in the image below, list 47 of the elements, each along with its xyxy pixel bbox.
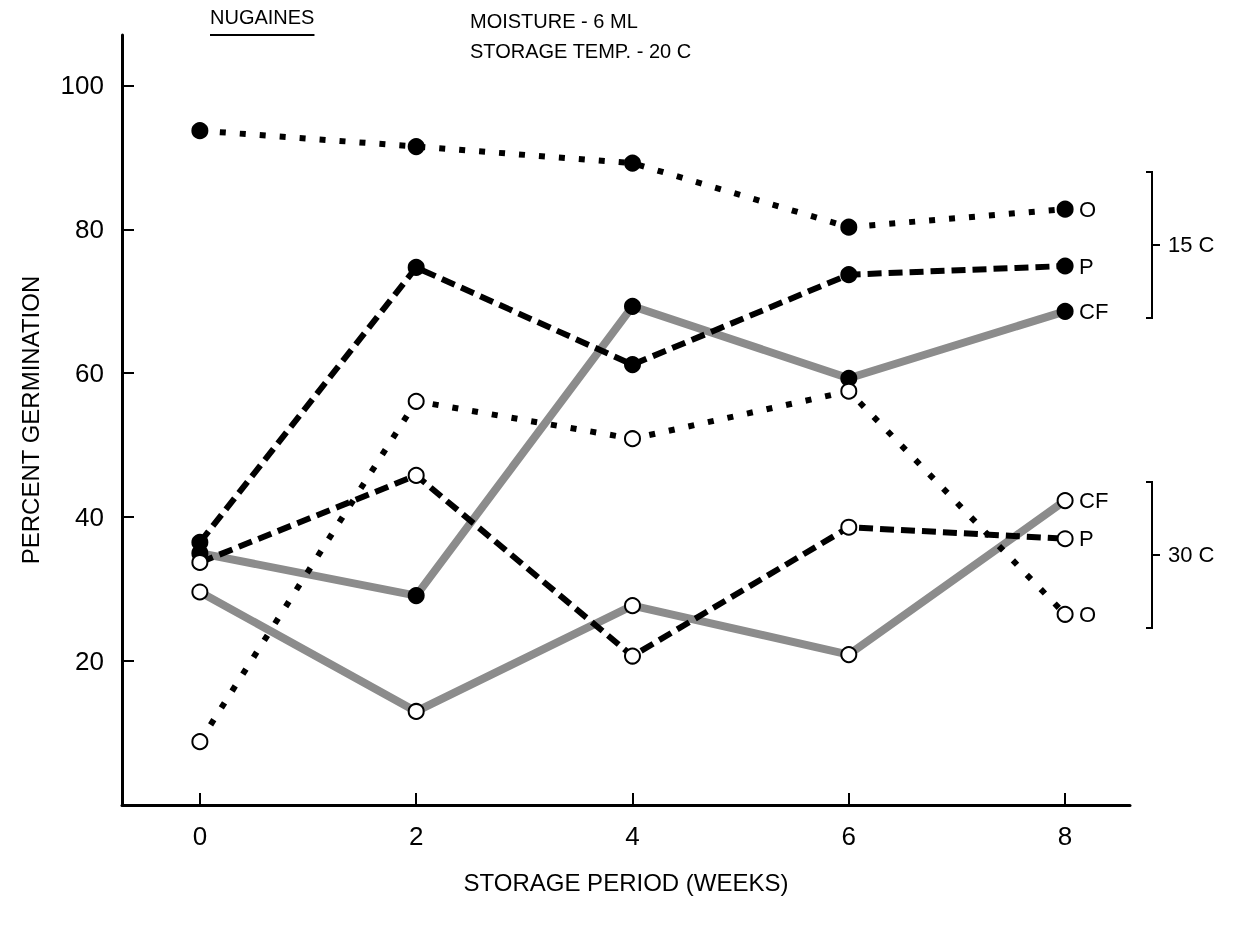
x-tick-label: 2 bbox=[408, 821, 424, 851]
series-label: O bbox=[1079, 601, 1097, 627]
point bbox=[1056, 492, 1074, 510]
series-label: O bbox=[1079, 196, 1097, 222]
point bbox=[191, 122, 209, 140]
x-tick-label: 4 bbox=[625, 821, 640, 851]
point bbox=[407, 587, 425, 605]
point bbox=[1056, 200, 1074, 218]
point bbox=[191, 583, 209, 601]
text: 30 C bbox=[1168, 542, 1215, 568]
point bbox=[840, 382, 858, 400]
point bbox=[1056, 605, 1074, 623]
point bbox=[1056, 302, 1074, 320]
point bbox=[624, 154, 641, 172]
series-label: P bbox=[1079, 253, 1094, 279]
point bbox=[840, 646, 858, 664]
series-label: P bbox=[1079, 526, 1094, 552]
point bbox=[840, 218, 858, 236]
x-tick-label: 8 bbox=[1057, 821, 1073, 851]
point bbox=[840, 266, 858, 284]
text: 15 C bbox=[1168, 232, 1215, 258]
point bbox=[624, 647, 641, 665]
point bbox=[191, 733, 209, 751]
series-label: CF bbox=[1079, 298, 1109, 324]
point bbox=[407, 138, 425, 156]
y-tick-label: 100 bbox=[60, 70, 104, 101]
x-tick-label: 0 bbox=[192, 821, 208, 851]
y-tick-label: 20 bbox=[75, 646, 104, 677]
point bbox=[624, 597, 641, 615]
point bbox=[840, 518, 858, 536]
point bbox=[407, 466, 425, 484]
point bbox=[1056, 530, 1074, 548]
y-axis-title: PERCENT GERMINATION bbox=[16, 275, 44, 565]
series-label: CF bbox=[1079, 488, 1109, 514]
point bbox=[407, 702, 425, 720]
point bbox=[407, 258, 425, 276]
point bbox=[624, 430, 641, 448]
y-tick-label: 40 bbox=[75, 502, 104, 533]
point bbox=[407, 392, 425, 410]
point bbox=[1056, 257, 1074, 275]
chart-subtitle: MOISTURE - 6 ML STORAGE TEMP. - 20 C bbox=[470, 9, 692, 64]
point bbox=[624, 356, 641, 374]
point bbox=[624, 297, 641, 315]
y-tick-label: 80 bbox=[75, 214, 104, 245]
x-tick-label: 6 bbox=[841, 821, 857, 851]
y-tick-label: 60 bbox=[75, 358, 104, 389]
x-axis-title: STORAGE PERIOD (WEEKS) bbox=[463, 868, 789, 896]
